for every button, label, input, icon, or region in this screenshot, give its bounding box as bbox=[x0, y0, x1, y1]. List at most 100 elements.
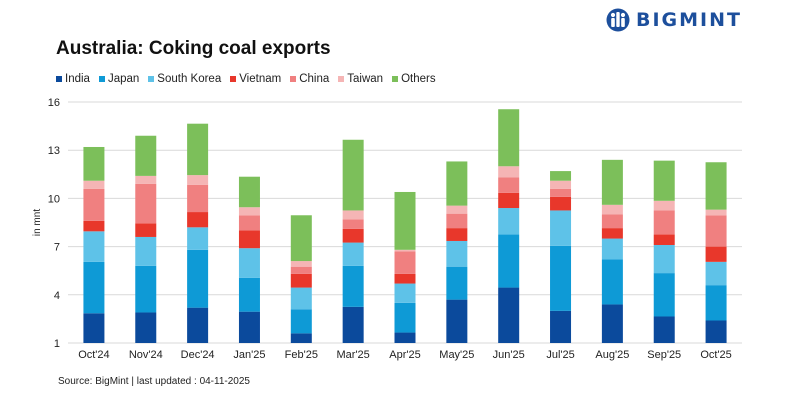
bar-segment-vietnam bbox=[187, 212, 209, 228]
bar-segment-taiwan bbox=[601, 204, 623, 215]
y-tick-label: 7 bbox=[54, 242, 60, 254]
bar-segment-south-korea bbox=[83, 231, 105, 262]
bar-segment-india bbox=[705, 320, 727, 343]
bar-segment-south-korea bbox=[550, 210, 572, 246]
bar-segment-taiwan bbox=[342, 210, 364, 220]
bar-segment-south-korea bbox=[342, 242, 364, 266]
bar-segment-india bbox=[290, 333, 312, 343]
y-tick-label: 1 bbox=[54, 338, 60, 350]
bar-segment-vietnam bbox=[394, 273, 416, 284]
legend-item-china: China bbox=[290, 73, 329, 85]
bar-segment-taiwan bbox=[550, 180, 572, 189]
bar-segment-taiwan bbox=[238, 207, 260, 216]
bar-segment-vietnam bbox=[238, 230, 260, 249]
bar-segment-india bbox=[135, 312, 157, 343]
bar-segment-china bbox=[705, 215, 727, 247]
bar-segment-japan bbox=[550, 245, 572, 311]
bar-segment-china bbox=[601, 214, 623, 229]
legend-swatch bbox=[98, 76, 105, 82]
bar-segment-india bbox=[187, 307, 209, 343]
bar-segment-japan bbox=[653, 273, 675, 317]
legend-swatch bbox=[290, 76, 297, 82]
legend-swatch bbox=[56, 76, 62, 82]
chart-legend: India Japan South Korea Vietnam China Taiwan O… bbox=[56, 73, 436, 85]
bar-segment-others bbox=[83, 146, 105, 181]
x-tick-label: Apr'25 bbox=[389, 349, 420, 361]
bar-segment-china bbox=[342, 219, 364, 229]
legend-item-others: Others bbox=[392, 73, 436, 85]
bar-segment-south-korea bbox=[135, 236, 157, 266]
bar-segment-china bbox=[394, 251, 416, 274]
bar-segment-india bbox=[550, 310, 572, 343]
legend-item-south-korea: South Korea bbox=[148, 73, 221, 85]
bar-segment-japan bbox=[498, 234, 520, 288]
bar-segment-taiwan bbox=[446, 205, 468, 214]
bar-segment-taiwan bbox=[290, 261, 312, 267]
bar-segment-china bbox=[83, 188, 105, 221]
x-tick-label: Jan'25 bbox=[233, 349, 265, 361]
legend-label: India bbox=[65, 73, 90, 85]
bar-segment-others bbox=[705, 162, 727, 210]
bar-segment-india bbox=[83, 313, 105, 343]
bar-segment-taiwan bbox=[187, 175, 209, 185]
bar-segment-vietnam bbox=[705, 246, 727, 262]
x-tick-label: Feb'25 bbox=[285, 349, 318, 361]
bar-segment-others bbox=[394, 191, 416, 250]
bar-segment-taiwan bbox=[394, 249, 416, 252]
legend-label: Taiwan bbox=[347, 73, 384, 85]
legend-swatch bbox=[148, 76, 155, 82]
bar-segment-taiwan bbox=[135, 175, 157, 184]
y-tick-label: 13 bbox=[48, 145, 60, 157]
bar-segment-taiwan bbox=[498, 166, 520, 178]
bar-segment-china bbox=[187, 184, 209, 213]
bar-segment-taiwan bbox=[653, 200, 675, 211]
bar-segment-vietnam bbox=[601, 228, 623, 239]
bar-segment-south-korea bbox=[394, 283, 416, 303]
bar-segment-china bbox=[550, 188, 572, 197]
legend-label: Others bbox=[401, 73, 436, 85]
bar-segment-india bbox=[394, 332, 416, 343]
legend-item-india: India bbox=[56, 73, 90, 85]
bar-segment-japan bbox=[83, 261, 105, 314]
bar-segment-south-korea bbox=[238, 248, 260, 278]
bigmint-logo-icon bbox=[606, 8, 630, 32]
bar-segment-south-korea bbox=[601, 238, 623, 260]
bar-segment-india bbox=[601, 304, 623, 343]
bar-segment-south-korea bbox=[187, 227, 209, 250]
bar-segment-india bbox=[653, 316, 675, 343]
bar-segment-south-korea bbox=[290, 287, 312, 310]
x-tick-label: Jul'25 bbox=[546, 349, 574, 361]
bar-segment-japan bbox=[342, 265, 364, 307]
bar-segment-others bbox=[498, 109, 520, 167]
x-tick-label: May'25 bbox=[439, 349, 474, 361]
legend-swatch bbox=[392, 76, 399, 82]
legend-label: China bbox=[299, 73, 330, 85]
legend-item-taiwan: Taiwan bbox=[338, 73, 383, 85]
bar-segment-japan bbox=[135, 265, 157, 313]
bar-segment-india bbox=[498, 287, 520, 343]
bar-segment-japan bbox=[187, 249, 209, 308]
x-tick-label: Mar'25 bbox=[337, 349, 370, 361]
x-tick-label: Aug'25 bbox=[595, 349, 629, 361]
bar-segment-others bbox=[550, 171, 572, 181]
bar-segment-taiwan bbox=[83, 180, 105, 189]
bar-segment-others bbox=[342, 139, 364, 211]
bar-segment-others bbox=[290, 215, 312, 262]
y-tick-label: 10 bbox=[48, 193, 60, 205]
y-tick-label: 4 bbox=[54, 290, 60, 302]
x-tick-label: Dec'24 bbox=[181, 349, 215, 361]
bar-segment-vietnam bbox=[550, 196, 572, 211]
bar-segment-south-korea bbox=[705, 261, 727, 286]
bar-segment-vietnam bbox=[135, 223, 157, 237]
legend-label: Vietnam bbox=[239, 73, 282, 85]
x-tick-label: Jun'25 bbox=[493, 349, 525, 361]
bigmint-logo-text: BIGMINT bbox=[636, 9, 742, 31]
bar-segment-others bbox=[601, 159, 623, 205]
bar-segment-india bbox=[342, 306, 364, 343]
bar-segment-south-korea bbox=[446, 240, 468, 267]
bar-segment-others bbox=[653, 160, 675, 201]
x-tick-label: Oct'24 bbox=[78, 349, 109, 361]
bar-segment-japan bbox=[238, 277, 260, 312]
bar-segment-japan bbox=[705, 285, 727, 321]
